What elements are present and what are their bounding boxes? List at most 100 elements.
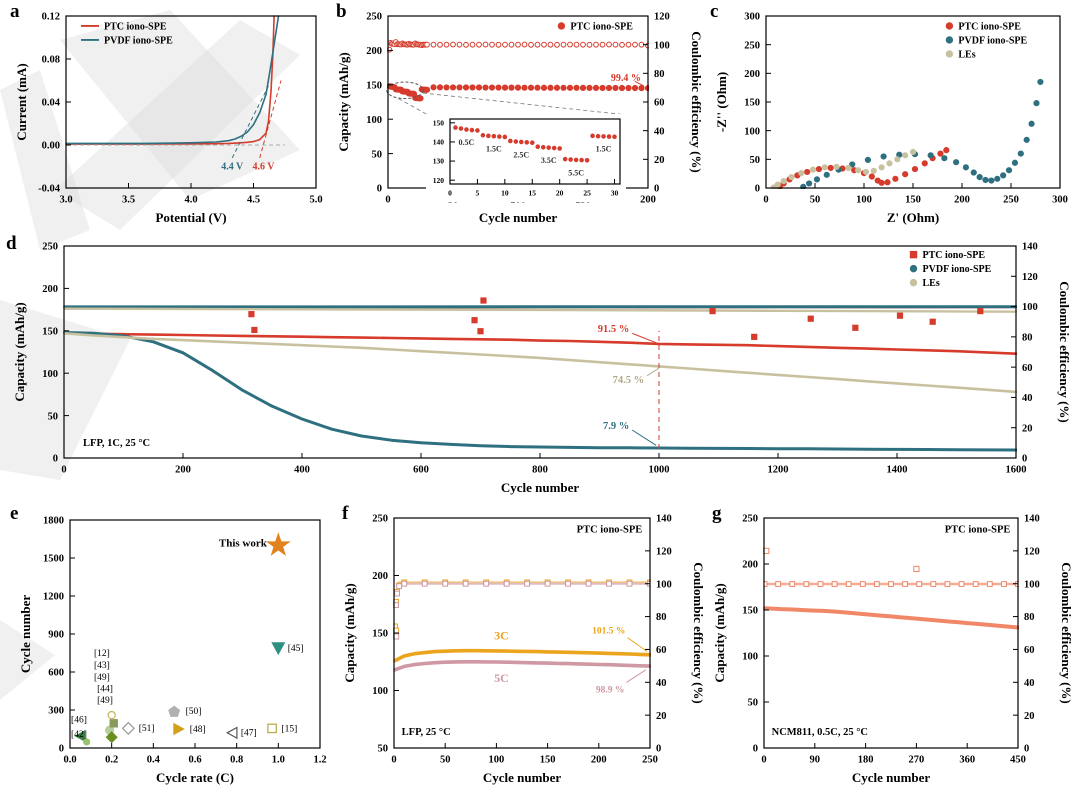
svg-text:140: 140 (656, 514, 672, 525)
svg-text:130: 130 (433, 157, 445, 166)
svg-text:0: 0 (753, 744, 758, 755)
svg-text:100: 100 (489, 755, 505, 766)
svg-text:Coulombic efficiency (%): Coulombic efficiency (%) (689, 31, 704, 173)
svg-text:4.6 V: 4.6 V (252, 162, 275, 173)
svg-text:600: 600 (48, 668, 64, 679)
svg-text:[47]: [47] (241, 729, 257, 739)
svg-text:5.0: 5.0 (309, 195, 322, 206)
panel-letter-a: a (10, 1, 20, 22)
svg-text:20: 20 (1024, 711, 1035, 722)
svg-text:5.5C: 5.5C (568, 169, 584, 178)
panel-letter-c: c (710, 1, 719, 22)
svg-text:200: 200 (591, 755, 607, 766)
chart-c-eis: 0 50 100 150 200 250 300 0 50 100 150 200 250 300 Z' (… (708, 4, 1076, 234)
svg-text:120: 120 (656, 547, 672, 558)
svg-text:Coulombic efficiency (%): Coulombic efficiency (%) (1059, 562, 1074, 704)
svg-text:80: 80 (656, 612, 667, 623)
svg-text:90: 90 (810, 755, 821, 766)
svg-text:80: 80 (1024, 612, 1035, 623)
svg-text:60: 60 (654, 98, 665, 109)
svg-text:50: 50 (750, 155, 761, 166)
svg-text:30: 30 (611, 189, 619, 198)
svg-text:2.5C: 2.5C (513, 150, 529, 159)
svg-text:4.0: 4.0 (184, 195, 197, 206)
chart-b-cycling: 0501001502000501001502002500204060801001… (334, 4, 706, 234)
svg-text:1200: 1200 (43, 592, 64, 603)
svg-text:91.5 %: 91.5 % (598, 324, 630, 335)
svg-text:0: 0 (755, 184, 760, 195)
svg-text:0.00: 0.00 (42, 141, 60, 152)
svg-text:[46]: [46] (71, 716, 87, 726)
svg-text:3.5C: 3.5C (541, 156, 557, 165)
svg-text:1.5C: 1.5C (486, 145, 502, 154)
svg-text:150: 150 (744, 98, 760, 109)
svg-text:100: 100 (42, 369, 58, 380)
svg-text:250: 250 (642, 755, 658, 766)
svg-text:PVDF iono-SPE: PVDF iono-SPE (958, 35, 1027, 46)
svg-text:[15]: [15] (281, 725, 297, 735)
panel-letter-f: f (342, 503, 349, 524)
svg-text:PTC iono-SPE: PTC iono-SPE (945, 525, 1011, 536)
svg-text:900: 900 (48, 630, 64, 641)
svg-text:60: 60 (1022, 363, 1033, 374)
panel-e: e 0.0 0.2 0.4 0.6 0.8 1.0 1.2 0 300 600 900 1200 150… (8, 503, 336, 794)
svg-text:800: 800 (532, 465, 548, 476)
svg-text:0.0: 0.0 (63, 755, 76, 766)
svg-text:1000: 1000 (649, 465, 670, 476)
svg-text:[50]: [50] (186, 707, 202, 717)
svg-text:Capacity (mAh/g): Capacity (mAh/g) (342, 583, 357, 682)
svg-text:180: 180 (858, 755, 874, 766)
svg-text:4.5: 4.5 (247, 195, 260, 206)
svg-text:20: 20 (654, 155, 665, 166)
svg-text:Cycle number: Cycle number (479, 210, 558, 225)
svg-text:300: 300 (48, 706, 64, 717)
svg-text:0: 0 (391, 755, 396, 766)
svg-text:5: 5 (476, 189, 480, 198)
panel-g: g 0 90 180 270 360 450 0 50 100 150 200 250 0 20 40 60 8… (710, 503, 1076, 794)
svg-text:PTC iono-SPE: PTC iono-SPE (104, 21, 167, 32)
svg-text:200: 200 (742, 560, 758, 571)
svg-text:140: 140 (1022, 242, 1038, 253)
panel-a: a 3.0 3.5 4.0 4.5 5.0 -0.04 0.00 0.04 0.08 0.12 Po… (8, 1, 330, 234)
svg-text:101.5 %: 101.5 % (592, 627, 625, 637)
svg-text:1500: 1500 (43, 554, 64, 565)
svg-text:10: 10 (501, 189, 509, 198)
chart-g-ncm811-cycling: 0 90 180 270 360 450 0 50 100 150 200 250 0 20 40 60 80 1… (710, 506, 1076, 794)
svg-text:LEs: LEs (958, 49, 975, 60)
chart-b-rate-inset: 0 5 10 15 20 25 30 120 130 140 150 0.5C 1.5C 2.5C 3.5C… (426, 114, 626, 202)
svg-text:[45]: [45] (288, 644, 304, 654)
svg-text:100: 100 (742, 652, 758, 663)
svg-text:200: 200 (175, 465, 191, 476)
svg-text:3.5: 3.5 (122, 195, 135, 206)
svg-text:150: 150 (433, 118, 445, 127)
svg-text:120: 120 (654, 12, 670, 23)
svg-text:0: 0 (761, 755, 766, 766)
svg-text:50: 50 (372, 149, 383, 160)
panel-letter-g: g (712, 503, 722, 524)
svg-text:150: 150 (540, 755, 556, 766)
svg-text:100: 100 (654, 40, 670, 51)
svg-text:50: 50 (48, 411, 59, 422)
svg-text:0: 0 (763, 195, 768, 206)
svg-text:80: 80 (654, 69, 665, 80)
svg-text:LFP, 25 °C: LFP, 25 °C (402, 727, 451, 738)
svg-text:15: 15 (529, 189, 537, 198)
svg-text:100: 100 (744, 126, 760, 137)
svg-text:80: 80 (1022, 333, 1033, 344)
panel-letter-e: e (10, 503, 19, 524)
svg-text:100: 100 (1024, 579, 1040, 590)
svg-text:[49]: [49] (97, 696, 113, 706)
svg-text:300: 300 (744, 12, 760, 23)
svg-text:-0.04: -0.04 (38, 184, 61, 195)
svg-text:3C: 3C (494, 628, 509, 642)
svg-text:0: 0 (385, 195, 390, 206)
svg-text:150: 150 (366, 80, 382, 91)
svg-text:1.5C: 1.5C (596, 145, 612, 154)
svg-text:0: 0 (1024, 744, 1029, 755)
svg-text:120: 120 (1024, 547, 1040, 558)
svg-text:0.08: 0.08 (42, 55, 60, 66)
svg-text:40: 40 (1024, 678, 1035, 689)
svg-text:120: 120 (433, 176, 445, 185)
svg-text:Capacity (mAh/g): Capacity (mAh/g) (712, 583, 727, 682)
svg-text:5C: 5C (494, 671, 509, 685)
